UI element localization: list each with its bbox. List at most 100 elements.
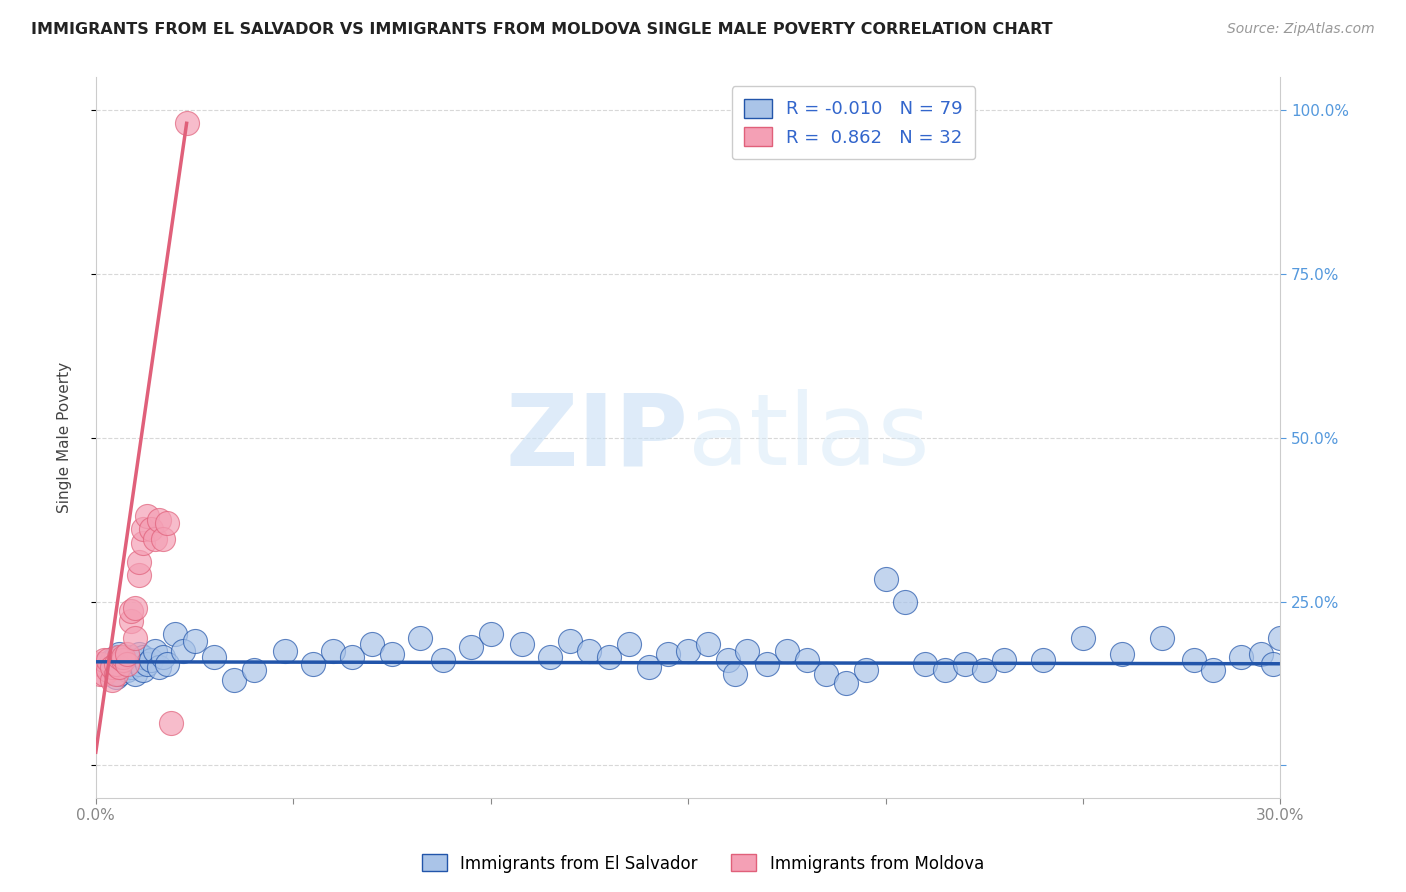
- Point: [152, 650, 174, 665]
- Point: [100, 673, 122, 687]
- Point: [1270, 631, 1292, 645]
- Point: [696, 637, 718, 651]
- Point: [117, 647, 139, 661]
- Point: [361, 637, 384, 651]
- Point: [381, 647, 404, 661]
- Point: [108, 657, 131, 671]
- Point: [132, 523, 155, 537]
- Point: [112, 653, 135, 667]
- Point: [132, 650, 155, 665]
- Point: [120, 650, 142, 665]
- Point: [152, 533, 174, 547]
- Point: [274, 643, 297, 657]
- Point: [120, 614, 142, 628]
- Point: [637, 660, 659, 674]
- Point: [139, 523, 162, 537]
- Point: [432, 653, 454, 667]
- Point: [222, 673, 245, 687]
- Legend: Immigrants from El Salvador, Immigrants from Moldova: Immigrants from El Salvador, Immigrants …: [415, 847, 991, 880]
- Point: [136, 509, 159, 524]
- Point: [776, 643, 799, 657]
- Point: [128, 555, 150, 569]
- Point: [97, 663, 120, 677]
- Point: [143, 533, 166, 547]
- Point: [97, 653, 120, 667]
- Point: [875, 572, 897, 586]
- Point: [132, 535, 155, 549]
- Text: Source: ZipAtlas.com: Source: ZipAtlas.com: [1227, 22, 1375, 37]
- Point: [163, 627, 186, 641]
- Point: [100, 660, 122, 674]
- Point: [617, 637, 640, 651]
- Point: [143, 643, 166, 657]
- Point: [112, 650, 135, 665]
- Point: [724, 666, 747, 681]
- Point: [322, 643, 344, 657]
- Point: [124, 666, 146, 681]
- Point: [558, 633, 581, 648]
- Point: [973, 663, 995, 677]
- Point: [100, 663, 122, 677]
- Point: [108, 650, 131, 665]
- Legend: R = -0.010   N = 79, R =  0.862   N = 32: R = -0.010 N = 79, R = 0.862 N = 32: [731, 87, 976, 160]
- Point: [737, 643, 759, 657]
- Point: [128, 568, 150, 582]
- Point: [1071, 631, 1094, 645]
- Point: [89, 666, 111, 681]
- Point: [136, 657, 159, 671]
- Point: [460, 640, 482, 655]
- Point: [657, 647, 679, 661]
- Point: [112, 660, 135, 674]
- Point: [148, 660, 170, 674]
- Point: [128, 647, 150, 661]
- Point: [716, 653, 738, 667]
- Point: [676, 643, 699, 657]
- Point: [796, 653, 818, 667]
- Point: [104, 657, 127, 671]
- Point: [914, 657, 936, 671]
- Point: [104, 650, 127, 665]
- Point: [1230, 650, 1253, 665]
- Point: [993, 653, 1015, 667]
- Point: [159, 715, 181, 730]
- Point: [342, 650, 364, 665]
- Point: [1150, 631, 1173, 645]
- Point: [953, 657, 976, 671]
- Point: [172, 643, 194, 657]
- Point: [815, 666, 838, 681]
- Point: [835, 676, 858, 690]
- Point: [202, 650, 225, 665]
- Point: [104, 670, 127, 684]
- Point: [97, 660, 120, 674]
- Point: [112, 653, 135, 667]
- Point: [128, 657, 150, 671]
- Text: IMMIGRANTS FROM EL SALVADOR VS IMMIGRANTS FROM MOLDOVA SINGLE MALE POVERTY CORRE: IMMIGRANTS FROM EL SALVADOR VS IMMIGRANT…: [31, 22, 1053, 37]
- Point: [132, 663, 155, 677]
- Point: [1111, 647, 1133, 661]
- Point: [1250, 647, 1272, 661]
- Point: [176, 116, 198, 130]
- Point: [104, 666, 127, 681]
- Point: [124, 601, 146, 615]
- Point: [148, 513, 170, 527]
- Point: [1182, 653, 1205, 667]
- Point: [934, 663, 956, 677]
- Point: [156, 516, 179, 530]
- Y-axis label: Single Male Poverty: Single Male Poverty: [58, 362, 72, 513]
- Point: [183, 633, 205, 648]
- Point: [479, 627, 502, 641]
- Point: [124, 631, 146, 645]
- Point: [120, 660, 142, 674]
- Point: [124, 653, 146, 667]
- Point: [302, 657, 325, 671]
- Point: [156, 657, 179, 671]
- Point: [1261, 657, 1284, 671]
- Point: [117, 663, 139, 677]
- Point: [93, 666, 115, 681]
- Point: [598, 650, 620, 665]
- Point: [108, 666, 131, 681]
- Point: [100, 653, 122, 667]
- Point: [894, 594, 917, 608]
- Point: [242, 663, 264, 677]
- Point: [89, 657, 111, 671]
